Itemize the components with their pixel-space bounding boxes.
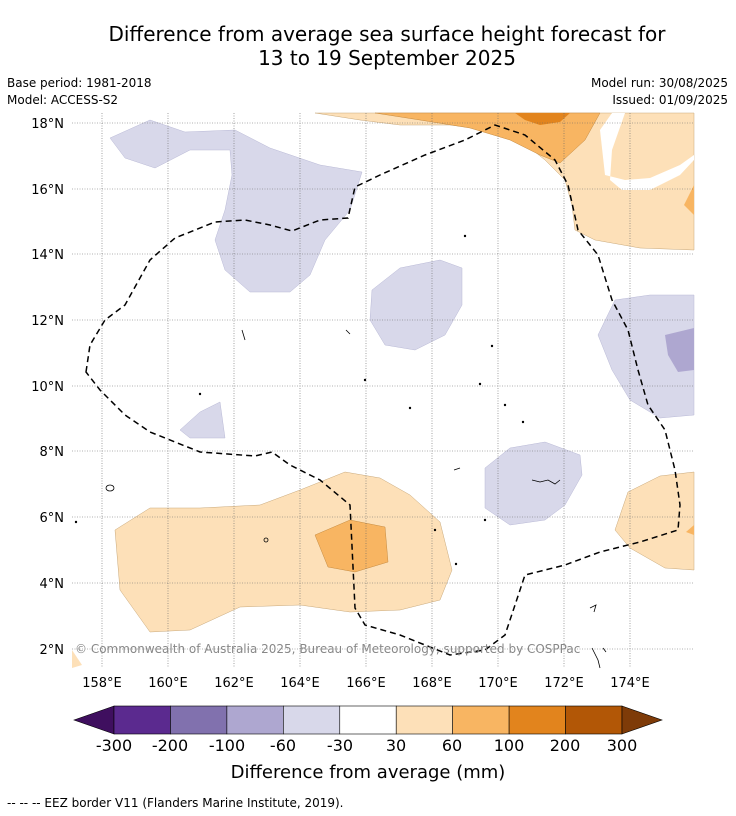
lon-label: 164°E: [280, 676, 320, 691]
island-dot-7: [433, 528, 437, 532]
island-dot-4: [478, 382, 482, 386]
latitude-labels: 18°N 16°N 14°N 12°N 10°N 8°N 6°N 4°N 2°N: [31, 117, 64, 658]
colorbar-segment: [226, 705, 284, 735]
lat-label: 4°N: [40, 577, 65, 592]
island-dot-3: [408, 406, 412, 410]
island-tarawa: [589, 604, 597, 613]
island-dot-5: [503, 403, 507, 407]
positive-anomaly-far-east: [614, 471, 695, 571]
colorbar: -300 -200 -100 -60 -30 30 60 100 200 300: [73, 705, 663, 755]
eez-footnote: -- -- -- EEZ border V11 (Flanders Marine…: [7, 796, 344, 810]
negative-anomaly-east: [597, 294, 695, 419]
positive-anomaly-north-strong: [374, 112, 601, 164]
map-title: Difference from average sea surface heig…: [0, 22, 736, 70]
island-kwajalein: [531, 479, 561, 485]
sea-surface-height-map: 18°N 16°N 14°N 12°N 10°N 8°N 6°N 4°N 2°N…: [31, 112, 695, 755]
island-majuro: [453, 467, 461, 471]
islands: [74, 234, 607, 669]
lat-label: 2°N: [40, 643, 65, 658]
colorbar-segment: [508, 705, 566, 735]
island-abemama: [591, 647, 601, 669]
island-kosrae: [263, 537, 269, 543]
negative-anomaly-north: [109, 119, 363, 293]
positive-anomaly-corner: [72, 650, 82, 668]
gridlines: [72, 113, 694, 668]
lat-label: 8°N: [40, 445, 65, 460]
map-plot-area: 18°N 16°N 14°N 12°N 10°N 8°N 6°N 4°N 2°N…: [31, 112, 695, 691]
island-dot-11: [463, 234, 467, 238]
copyright-text: © Commonwealth of Australia 2025, Bureau…: [75, 642, 580, 656]
colorbar-tick-label: -200: [152, 736, 188, 755]
colorbar-tick-label: 60: [442, 736, 462, 755]
lon-label: 174°E: [610, 676, 650, 691]
colorbar-tick-label: 100: [494, 736, 525, 755]
colorbar-tick-labels: -300 -200 -100 -60 -30 30 60 100 200 300: [96, 736, 637, 755]
island-dot-6: [521, 420, 525, 424]
lon-label: 160°E: [148, 676, 188, 691]
anomaly-fills: [72, 112, 695, 668]
negative-anomaly-southeast: [484, 441, 583, 526]
colorbar-tick-label: 30: [386, 736, 406, 755]
colorbar-segment: [113, 705, 171, 735]
model-run-text: Model run: 30/08/2025: [590, 76, 728, 90]
island-dot-8: [483, 518, 487, 522]
metadata-left: Base period: 1981-2018 Model: ACCESS-S2: [7, 75, 152, 109]
colorbar-tick-label: -60: [270, 736, 296, 755]
negative-anomaly-central: [369, 259, 463, 351]
colorbar-tick-label: -100: [209, 736, 245, 755]
lat-label: 16°N: [31, 183, 64, 198]
issued-text: Issued: 01/09/2025: [612, 93, 728, 107]
eez-border: [85, 124, 681, 656]
colorbar-min-extension: [73, 705, 115, 735]
colorbar-segment: [283, 705, 341, 735]
lon-label: 166°E: [346, 676, 386, 691]
island-dot-10: [490, 344, 494, 348]
positive-anomaly-east-strong: [684, 185, 694, 215]
island-dot-1: [198, 392, 202, 396]
colorbar-segment: [170, 705, 228, 735]
colorbar-tick-label: 200: [550, 736, 581, 755]
colorbar-title: Difference from average (mm): [230, 762, 506, 783]
island-dot-12: [74, 520, 78, 524]
lon-label: 158°E: [82, 676, 122, 691]
lon-label: 162°E: [214, 676, 254, 691]
base-period-text: Base period: 1981-2018: [7, 76, 152, 90]
lat-label: 10°N: [31, 380, 64, 395]
island-dot-9: [454, 562, 458, 566]
island-butaritari: [602, 647, 607, 653]
title-line-1: Difference from average sea surface heig…: [108, 22, 666, 46]
island-pohnpei: [105, 484, 115, 492]
lat-label: 12°N: [31, 314, 64, 329]
positive-anomaly-south: [114, 471, 453, 633]
lat-label: 14°N: [31, 248, 64, 263]
neutral-notch: [600, 113, 694, 190]
metadata-right: Model run: 30/08/2025 Issued: 01/09/2025: [591, 75, 728, 109]
negative-anomaly-east-strong: [665, 328, 694, 372]
island-dot-2: [363, 378, 367, 382]
positive-anomaly-far-east-strong: [686, 525, 694, 535]
colorbar-segment: [565, 705, 623, 735]
lon-label: 168°E: [412, 676, 452, 691]
model-text: Model: ACCESS-S2: [7, 93, 119, 107]
colorbar-tick-label: -30: [327, 736, 353, 755]
colorbar-segment: [339, 705, 397, 735]
lon-label: 170°E: [478, 676, 518, 691]
colorbar-segments: [113, 705, 623, 735]
lat-label: 6°N: [40, 511, 65, 526]
title-line-2: 13 to 19 September 2025: [258, 46, 516, 70]
colorbar-max-extension: [621, 705, 663, 735]
lat-label: 18°N: [31, 117, 64, 132]
island-enewetak: [241, 329, 246, 341]
lon-label: 172°E: [544, 676, 584, 691]
colorbar-segment: [395, 705, 453, 735]
colorbar-tick-label: -300: [96, 736, 132, 755]
colorbar-tick-label: 300: [607, 736, 638, 755]
colorbar-segment: [452, 705, 510, 735]
island-bikini: [345, 329, 351, 335]
negative-anomaly-small: [179, 401, 226, 439]
positive-anomaly-north-core: [515, 113, 570, 125]
longitude-labels: 158°E 160°E 162°E 164°E 166°E 168°E 170°…: [82, 676, 650, 691]
